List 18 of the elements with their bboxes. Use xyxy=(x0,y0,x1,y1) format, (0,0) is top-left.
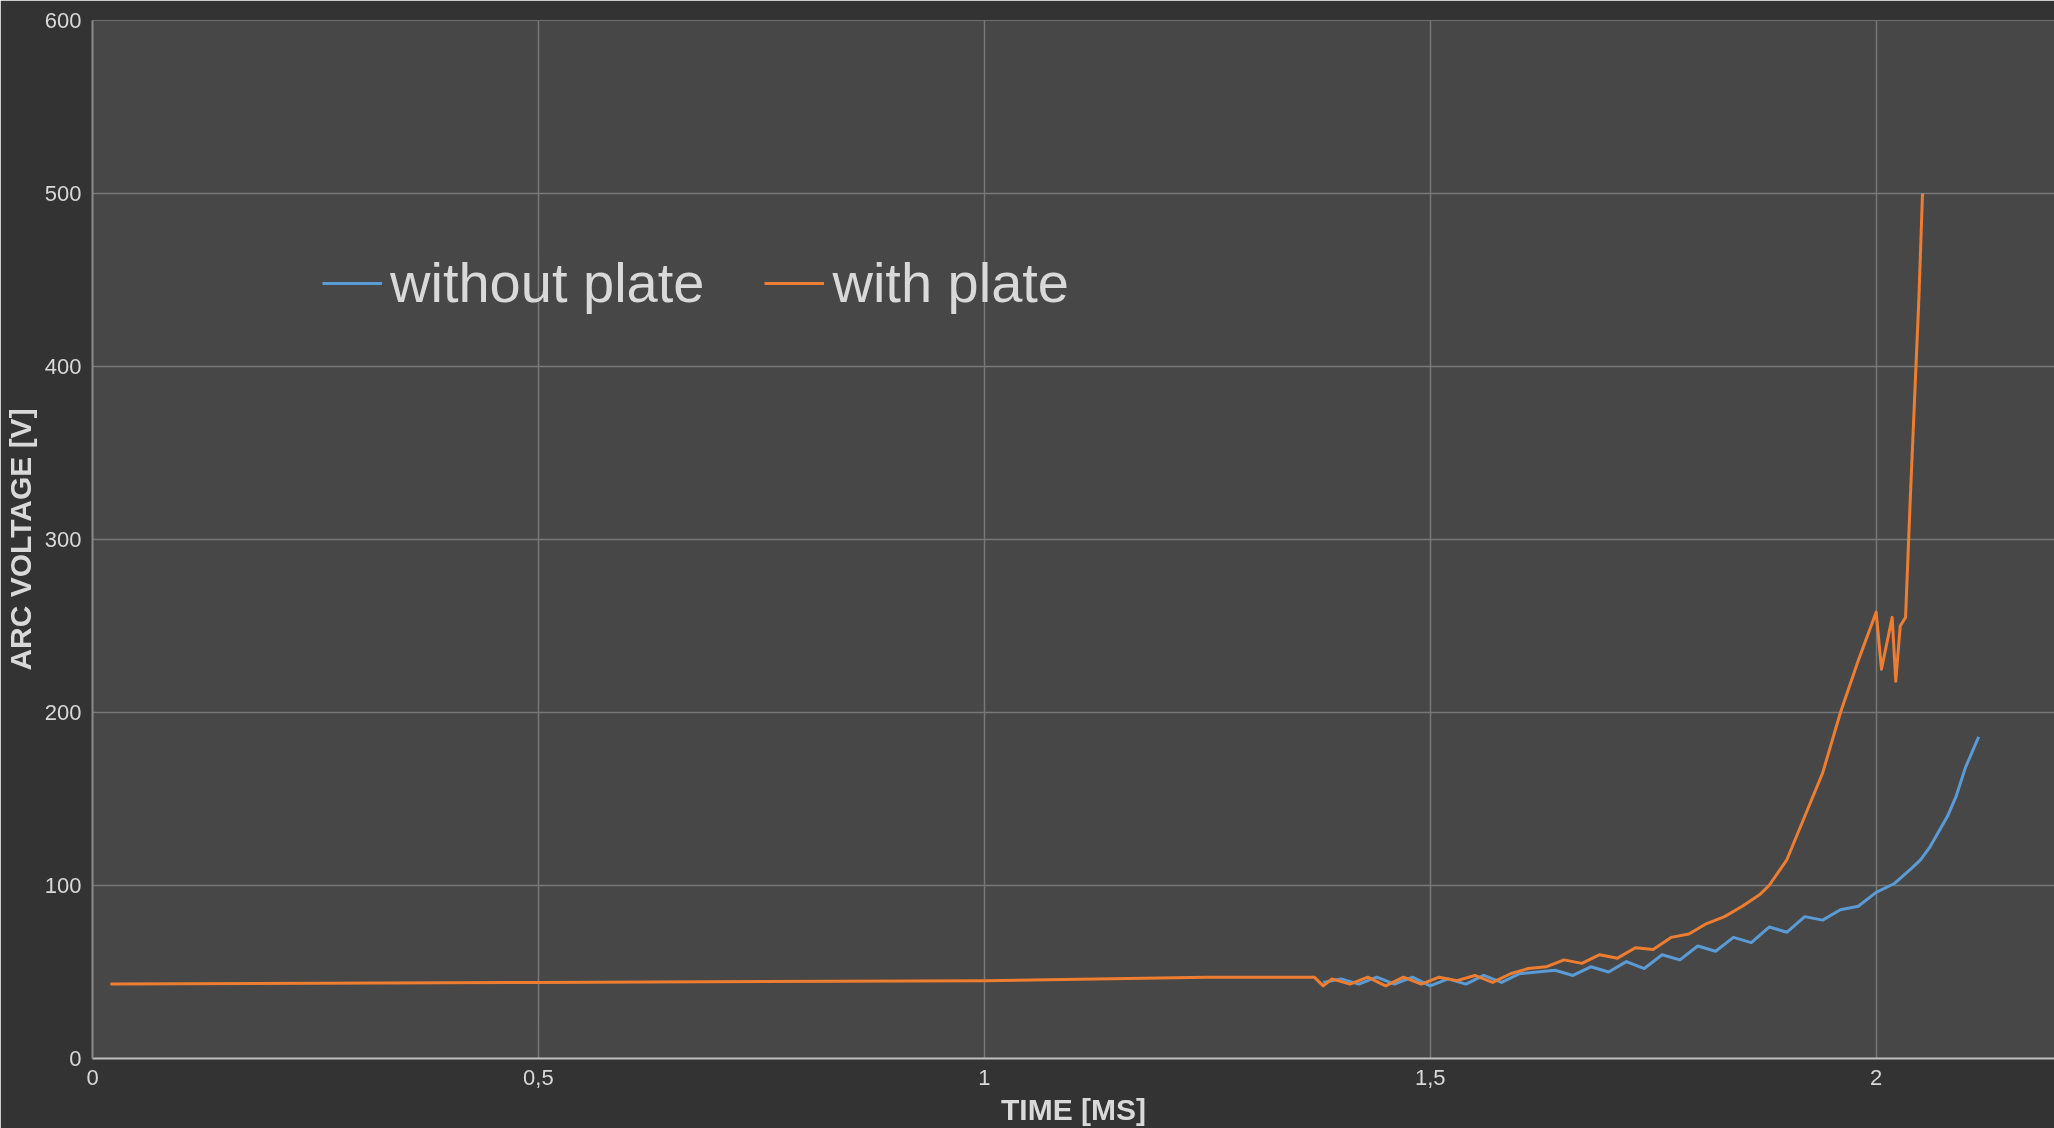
y-tick-label: 300 xyxy=(44,527,82,552)
y-tick-label: 200 xyxy=(44,700,82,725)
x-tick-label: 0 xyxy=(86,1064,99,1090)
y-tick-label: 500 xyxy=(44,181,82,206)
legend-label: without plate xyxy=(390,250,705,315)
x-tick-label: 0,5 xyxy=(523,1064,554,1090)
x-tick-label: 1,5 xyxy=(1414,1064,1446,1090)
x-tick-label: 1 xyxy=(978,1064,991,1090)
y-tick-label: 0 xyxy=(69,1046,82,1071)
line-series xyxy=(108,192,1925,988)
legend-label: with plate xyxy=(832,250,1070,315)
x-tick-label: 2 xyxy=(1870,1064,1883,1090)
line-series xyxy=(1321,735,1981,988)
x-axis-title: TIME [MS] xyxy=(1001,1092,1146,1126)
y-tick-label: 400 xyxy=(44,354,82,379)
y-axis-title: ARC VOLTAGE [V] xyxy=(3,408,37,671)
y-tick-label: 600 xyxy=(44,8,82,33)
y-tick-label: 100 xyxy=(44,873,82,898)
